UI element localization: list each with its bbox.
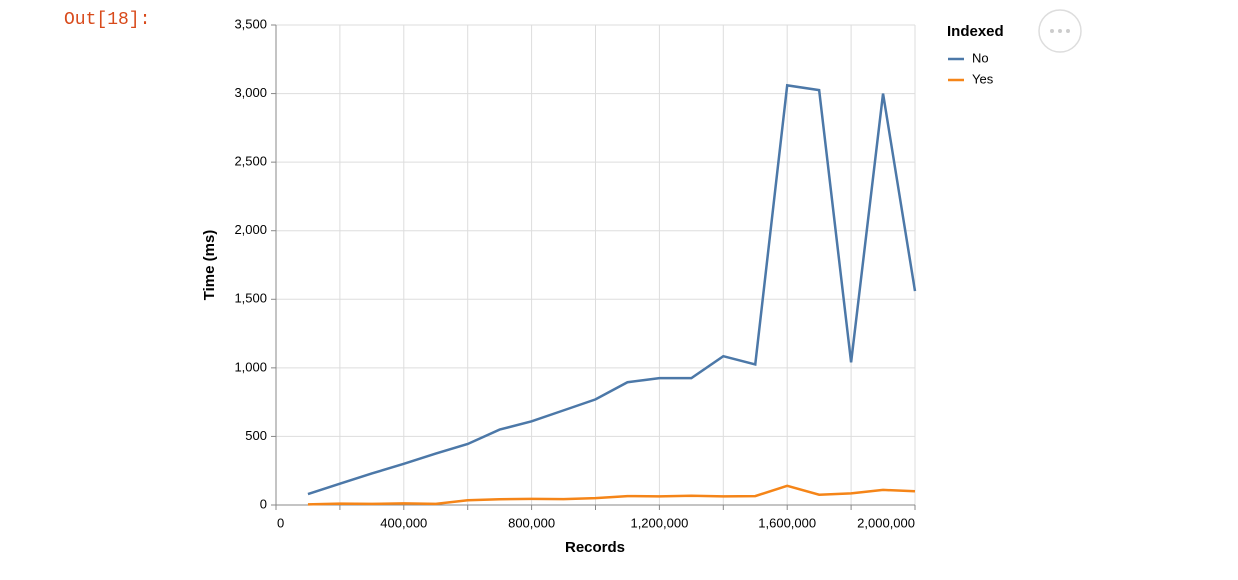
x-tick-label: 2,000,000 <box>857 515 915 530</box>
y-tick-label: 1,000 <box>234 359 267 374</box>
x-tick-label: 800,000 <box>508 515 555 530</box>
y-tick-label: 2,000 <box>234 222 267 237</box>
series-line <box>307 484 916 506</box>
x-tick-label: 400,000 <box>380 515 427 530</box>
x-tick-label: 1,200,000 <box>630 515 688 530</box>
dot <box>1058 29 1062 33</box>
legend-title: Indexed <box>947 23 1004 40</box>
y-tick-label: 500 <box>245 428 267 443</box>
y-tick-label: 1,500 <box>234 291 267 306</box>
x-axis-title: Records <box>565 539 625 556</box>
y-axis-title: Time (ms) <box>201 230 218 301</box>
x-tick-label: 0 <box>277 515 284 530</box>
y-tick-label: 2,500 <box>234 154 267 169</box>
dot <box>1066 29 1070 33</box>
y-tick-label: 3,000 <box>234 85 267 100</box>
series-line <box>307 83 917 496</box>
output-prompt: Out[18]: <box>64 10 151 30</box>
x-tick-label: 1,600,000 <box>758 515 816 530</box>
more-button[interactable] <box>1038 9 1082 53</box>
legend-label: No <box>972 50 989 65</box>
y-tick-label: 0 <box>260 496 267 511</box>
legend-label: Yes <box>972 71 994 86</box>
dot <box>1050 29 1054 33</box>
y-tick-label: 3,500 <box>234 16 267 31</box>
